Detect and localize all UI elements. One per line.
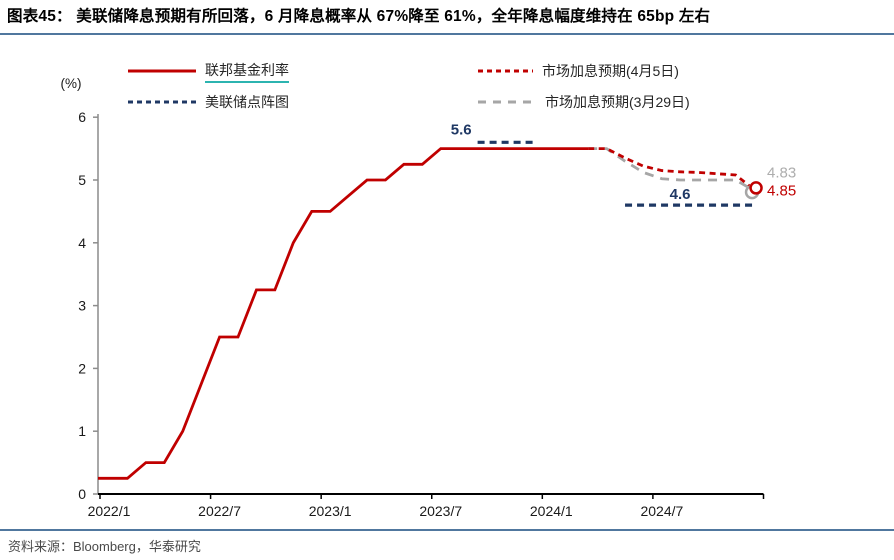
legend-label: 市场加息预期(4月5日) [542,63,679,79]
legend-label: 联邦基金利率 [205,60,289,83]
y-axis-tick-label: 0 [78,486,86,502]
fed-funds-rate-line [98,147,589,480]
y-axis-tick-label: 3 [78,298,86,314]
dot-plot-value-label: 5.6 [451,121,472,138]
y-axis-tick-label: 5 [78,172,86,188]
x-axis-tick-label: 2023/1 [309,503,352,519]
market-expectation-apr5-line [588,147,755,191]
x-axis-tick-label: 2022/1 [88,503,131,519]
y-axis-unit-label: (%) [61,76,82,91]
title-divider [0,33,894,35]
y-axis-tick-label: 6 [78,109,86,125]
end-value-label-apr5: 4.85 [767,182,796,199]
x-axis-tick-label: 2024/7 [640,503,683,519]
x-axis-tick-label: 2022/7 [198,503,241,519]
figure-title: 图表45： 美联储降息预期有所回落，6 月降息概率从 67%降至 61%，全年降… [7,8,711,25]
legend-item-market-expectation-mar29: 市场加息预期(3月29日) [478,93,690,111]
legend-swatch-dashed-line [478,69,533,73]
legend-item-market-expectation-apr5: 市场加息预期(4月5日) [478,62,679,80]
legend-swatch-solid-line [128,69,196,73]
source-note: 资料来源：Bloomberg，华泰研究 [8,539,201,554]
legend-item-fed-funds-rate: 联邦基金利率 [128,60,289,83]
end-marker-apr5 [749,181,763,195]
x-axis-tick-label: 2023/7 [419,503,462,519]
legend-swatch-dashed-line [128,100,196,104]
legend-label: 市场加息预期(3月29日) [545,94,690,110]
source-divider [0,529,894,531]
end-value-label-mar29: 4.83 [767,165,796,182]
legend-swatch-dashed-line [478,100,536,104]
market-expectation-mar29-line [588,147,755,192]
dot-plot-value-label: 4.6 [670,186,691,203]
y-axis-tick-label: 1 [78,423,86,439]
legend-label: 美联储点阵图 [205,94,289,110]
legend-item-fed-dot-plot: 美联储点阵图 [128,93,289,111]
y-axis-tick-label: 2 [78,360,86,376]
y-axis-tick-label: 4 [78,235,86,251]
x-axis-tick-label: 2024/1 [530,503,573,519]
